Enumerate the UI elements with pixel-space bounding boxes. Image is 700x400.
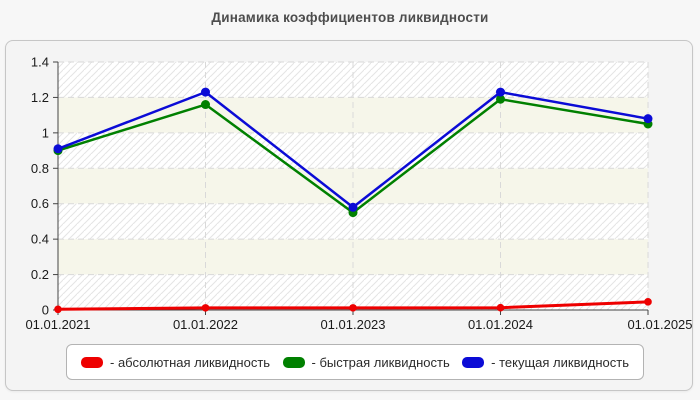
svg-text:0: 0	[42, 303, 49, 318]
legend-swatch-quick	[282, 356, 305, 368]
legend-item-absolute: - абсолютная ликвидность	[81, 355, 270, 370]
svg-text:0.6: 0.6	[31, 196, 49, 211]
svg-text:0.4: 0.4	[31, 232, 49, 247]
legend-label-absolute: - абсолютная ликвидность	[110, 354, 271, 370]
legend-item-current: - текущая ликвидность	[462, 355, 629, 370]
svg-text:01.01.2021: 01.01.2021	[25, 317, 90, 332]
legend-label-quick: - быстрая ликвидность	[311, 354, 450, 370]
legend-swatch-current	[462, 356, 485, 368]
page-title: Динамика коэффициентов ликвидности	[211, 10, 489, 25]
legend-label-current: - текущая ликвидность	[491, 354, 629, 370]
svg-text:01.01.2024: 01.01.2024	[468, 317, 533, 332]
svg-text:01.01.2025: 01.01.2025	[627, 317, 692, 332]
svg-text:01.01.2023: 01.01.2023	[320, 317, 385, 332]
svg-text:0.2: 0.2	[31, 267, 49, 282]
chart-legend: - абсолютная ликвидность - быстрая ликви…	[66, 344, 644, 380]
svg-text:01.01.2022: 01.01.2022	[173, 317, 238, 332]
svg-text:1.2: 1.2	[31, 90, 49, 105]
legend-item-quick: - быстрая ликвидность	[282, 354, 450, 370]
legend-swatch-absolute	[81, 356, 103, 368]
svg-text:0.8: 0.8	[31, 161, 49, 176]
svg-text:1: 1	[42, 125, 49, 140]
svg-text:1.4: 1.4	[31, 55, 49, 70]
